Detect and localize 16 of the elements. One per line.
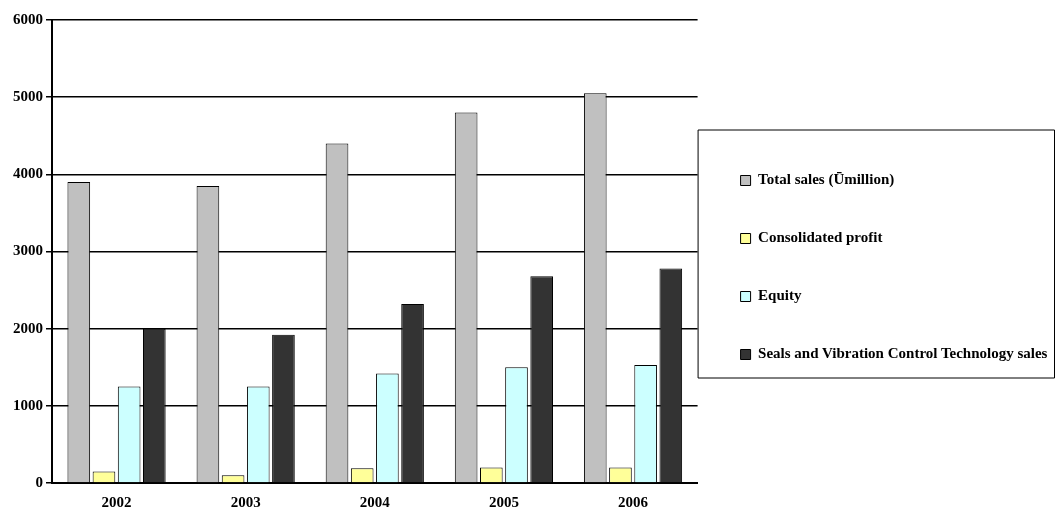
x-tick-label: 2002 [101,493,132,510]
legend-label: Total sales (Ūmillion) [758,171,895,189]
legend-label: Seals and Vibration Control Technology sales [758,345,1048,362]
x-tick-label: 2004 [359,493,391,510]
y-tick-label: 1000 [13,396,43,413]
y-tick-label: 6000 [13,10,43,27]
y-tick-label: 4000 [13,165,43,182]
y-tick-label: 5000 [13,88,43,105]
x-tick-label: 2005 [488,493,519,510]
legend-label: Equity [758,287,802,304]
y-tick-label: 0 [35,473,43,490]
x-tick-label: 2006 [618,493,649,510]
y-tick-label: 3000 [13,242,43,259]
x-tick-label: 2003 [230,493,261,510]
legend-label: Consolidated profit [758,229,883,246]
y-tick-label: 2000 [13,319,43,336]
